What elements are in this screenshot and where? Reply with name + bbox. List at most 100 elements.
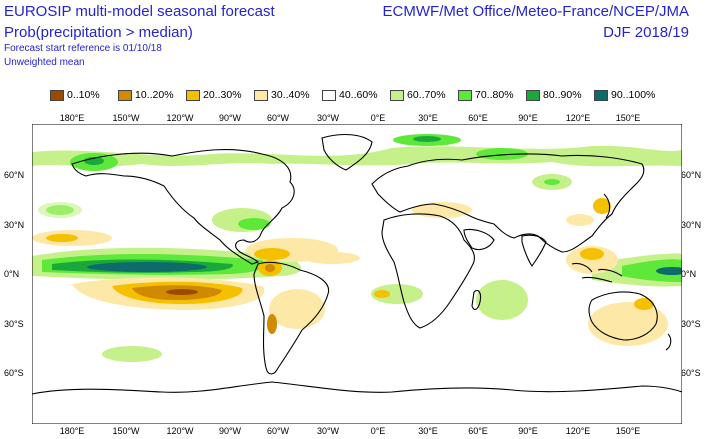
shade-npacific-dry-mid [46, 234, 78, 242]
shade-central-asia-green [544, 179, 560, 185]
legend-swatch [322, 89, 336, 101]
left-label: 60°N [4, 170, 24, 180]
top-label: 90°W [219, 113, 242, 123]
bottom-label: 120°W [166, 426, 194, 436]
legend-swatch [594, 89, 608, 101]
legend-label: 70..80% [475, 89, 514, 101]
bottom-label: 150°E [616, 426, 641, 436]
shade-nz-dry [634, 298, 654, 310]
legend-label: 10..20% [135, 89, 174, 101]
top-label: 60°E [468, 113, 488, 123]
coast-eurasia [371, 153, 645, 253]
top-label: 150°W [112, 113, 140, 123]
bottom-label: 180°E [60, 426, 85, 436]
shade-indian-ocean-light [476, 280, 528, 320]
shade-spacific-driest [166, 289, 198, 295]
coast-madagascar [471, 289, 482, 311]
legend-item: 70..80% [458, 88, 514, 102]
top-axis-labels: 180°E 150°W 120°W 90°W 60°W 30°W 0°E 30°… [60, 113, 641, 123]
top-label: 150°E [616, 113, 641, 123]
top-label: 30°E [418, 113, 438, 123]
shade-pacific-core [87, 262, 207, 272]
top-label: 60°W [267, 113, 290, 123]
bottom-label: 30°E [418, 426, 438, 436]
shade-australia-light [588, 302, 668, 346]
weighting-note: Unweighted mean [4, 57, 85, 68]
shade-amazon-dark [265, 264, 275, 272]
right-label: 30°N [681, 220, 701, 230]
legend-item: 40..60% [322, 88, 378, 102]
shade-south-africa-light [371, 284, 423, 304]
top-label: 30°W [317, 113, 340, 123]
shade-caribbean-mid [254, 248, 290, 260]
left-label: 30°S [4, 319, 24, 329]
shade-brazil-dark [267, 314, 277, 334]
legend-swatch [458, 89, 472, 101]
legend-item: 10..20% [118, 88, 174, 102]
top-label: 120°W [166, 113, 194, 123]
right-label: 30°S [681, 319, 701, 329]
shade-south-africa-dry [374, 290, 390, 298]
legend-item: 30..40% [254, 88, 310, 102]
right-label: 0°N [681, 269, 696, 279]
coast-africa [381, 213, 475, 329]
coast-australia [588, 291, 658, 341]
shade-indonesia-mid [580, 248, 604, 260]
coast-north-america [71, 148, 295, 265]
shade-atlantic-dry [304, 252, 360, 264]
legend-swatch [118, 89, 132, 101]
shade-wpacific-core [656, 267, 682, 275]
shade-siberia-green [476, 148, 528, 160]
shade-china-dry [566, 214, 594, 226]
legend-label: 90..100% [611, 89, 656, 101]
left-label: 60°S [4, 368, 24, 378]
legend-swatch [526, 89, 540, 101]
season-label: DJF 2018/19 [603, 24, 689, 41]
coast-arabia [463, 228, 495, 251]
legend-item: 60..70% [390, 88, 446, 102]
map-subtitle: Prob(precipitation > median) [4, 24, 193, 41]
legend-label: 20..30% [203, 89, 242, 101]
top-label: 180°E [60, 113, 85, 123]
bottom-label: 150°W [112, 426, 140, 436]
coast-japan [603, 193, 611, 219]
shade-brazil-light [269, 289, 325, 329]
probability-field [32, 134, 682, 362]
legend-label: 0..10% [67, 89, 100, 101]
top-label: 120°E [566, 113, 591, 123]
legend-swatch [390, 89, 404, 101]
right-label: 60°N [681, 170, 701, 180]
shade-atlantic-light [38, 202, 82, 218]
map-title: EUROSIP multi-model seasonal forecast [4, 3, 275, 20]
coastlines [32, 133, 682, 395]
bottom-label: 0°E [371, 426, 386, 436]
legend-swatch [50, 89, 64, 101]
shade-europe-dark [413, 136, 441, 142]
legend-item: 90..100% [594, 88, 655, 102]
bottom-label: 60°E [468, 426, 488, 436]
legend-item: 80..90% [526, 88, 582, 102]
legend-label: 80..90% [543, 89, 582, 101]
legend-item: 20..30% [186, 88, 242, 102]
right-axis-labels: 60°N 30°N 0°N 30°S 60°S [681, 170, 701, 378]
right-label: 60°S [681, 368, 701, 378]
coast-south-america [253, 261, 330, 375]
coast-indonesia [571, 262, 623, 283]
bottom-label: 120°E [566, 426, 591, 436]
legend-item: 0..10% [50, 88, 100, 102]
shade-southern-ocean-light [102, 346, 162, 362]
bottom-label: 90°E [518, 426, 538, 436]
shade-wpacific-green [622, 259, 682, 282]
centres-label: ECMWF/Met Office/Meteo-France/NCEP/JMA [382, 3, 689, 20]
shade-japan-mid [593, 198, 611, 214]
world-map [32, 124, 682, 424]
legend-label: 30..40% [271, 89, 310, 101]
coast-greenland [321, 133, 373, 171]
bottom-axis-labels: 180°E 150°W 120°W 90°W 60°W 30°W 0°E 30°… [60, 426, 641, 436]
coast-india [521, 234, 547, 267]
left-label: 30°N [4, 220, 24, 230]
legend-label: 60..70% [407, 89, 446, 101]
top-label: 90°E [518, 113, 538, 123]
left-label: 0°N [4, 269, 19, 279]
